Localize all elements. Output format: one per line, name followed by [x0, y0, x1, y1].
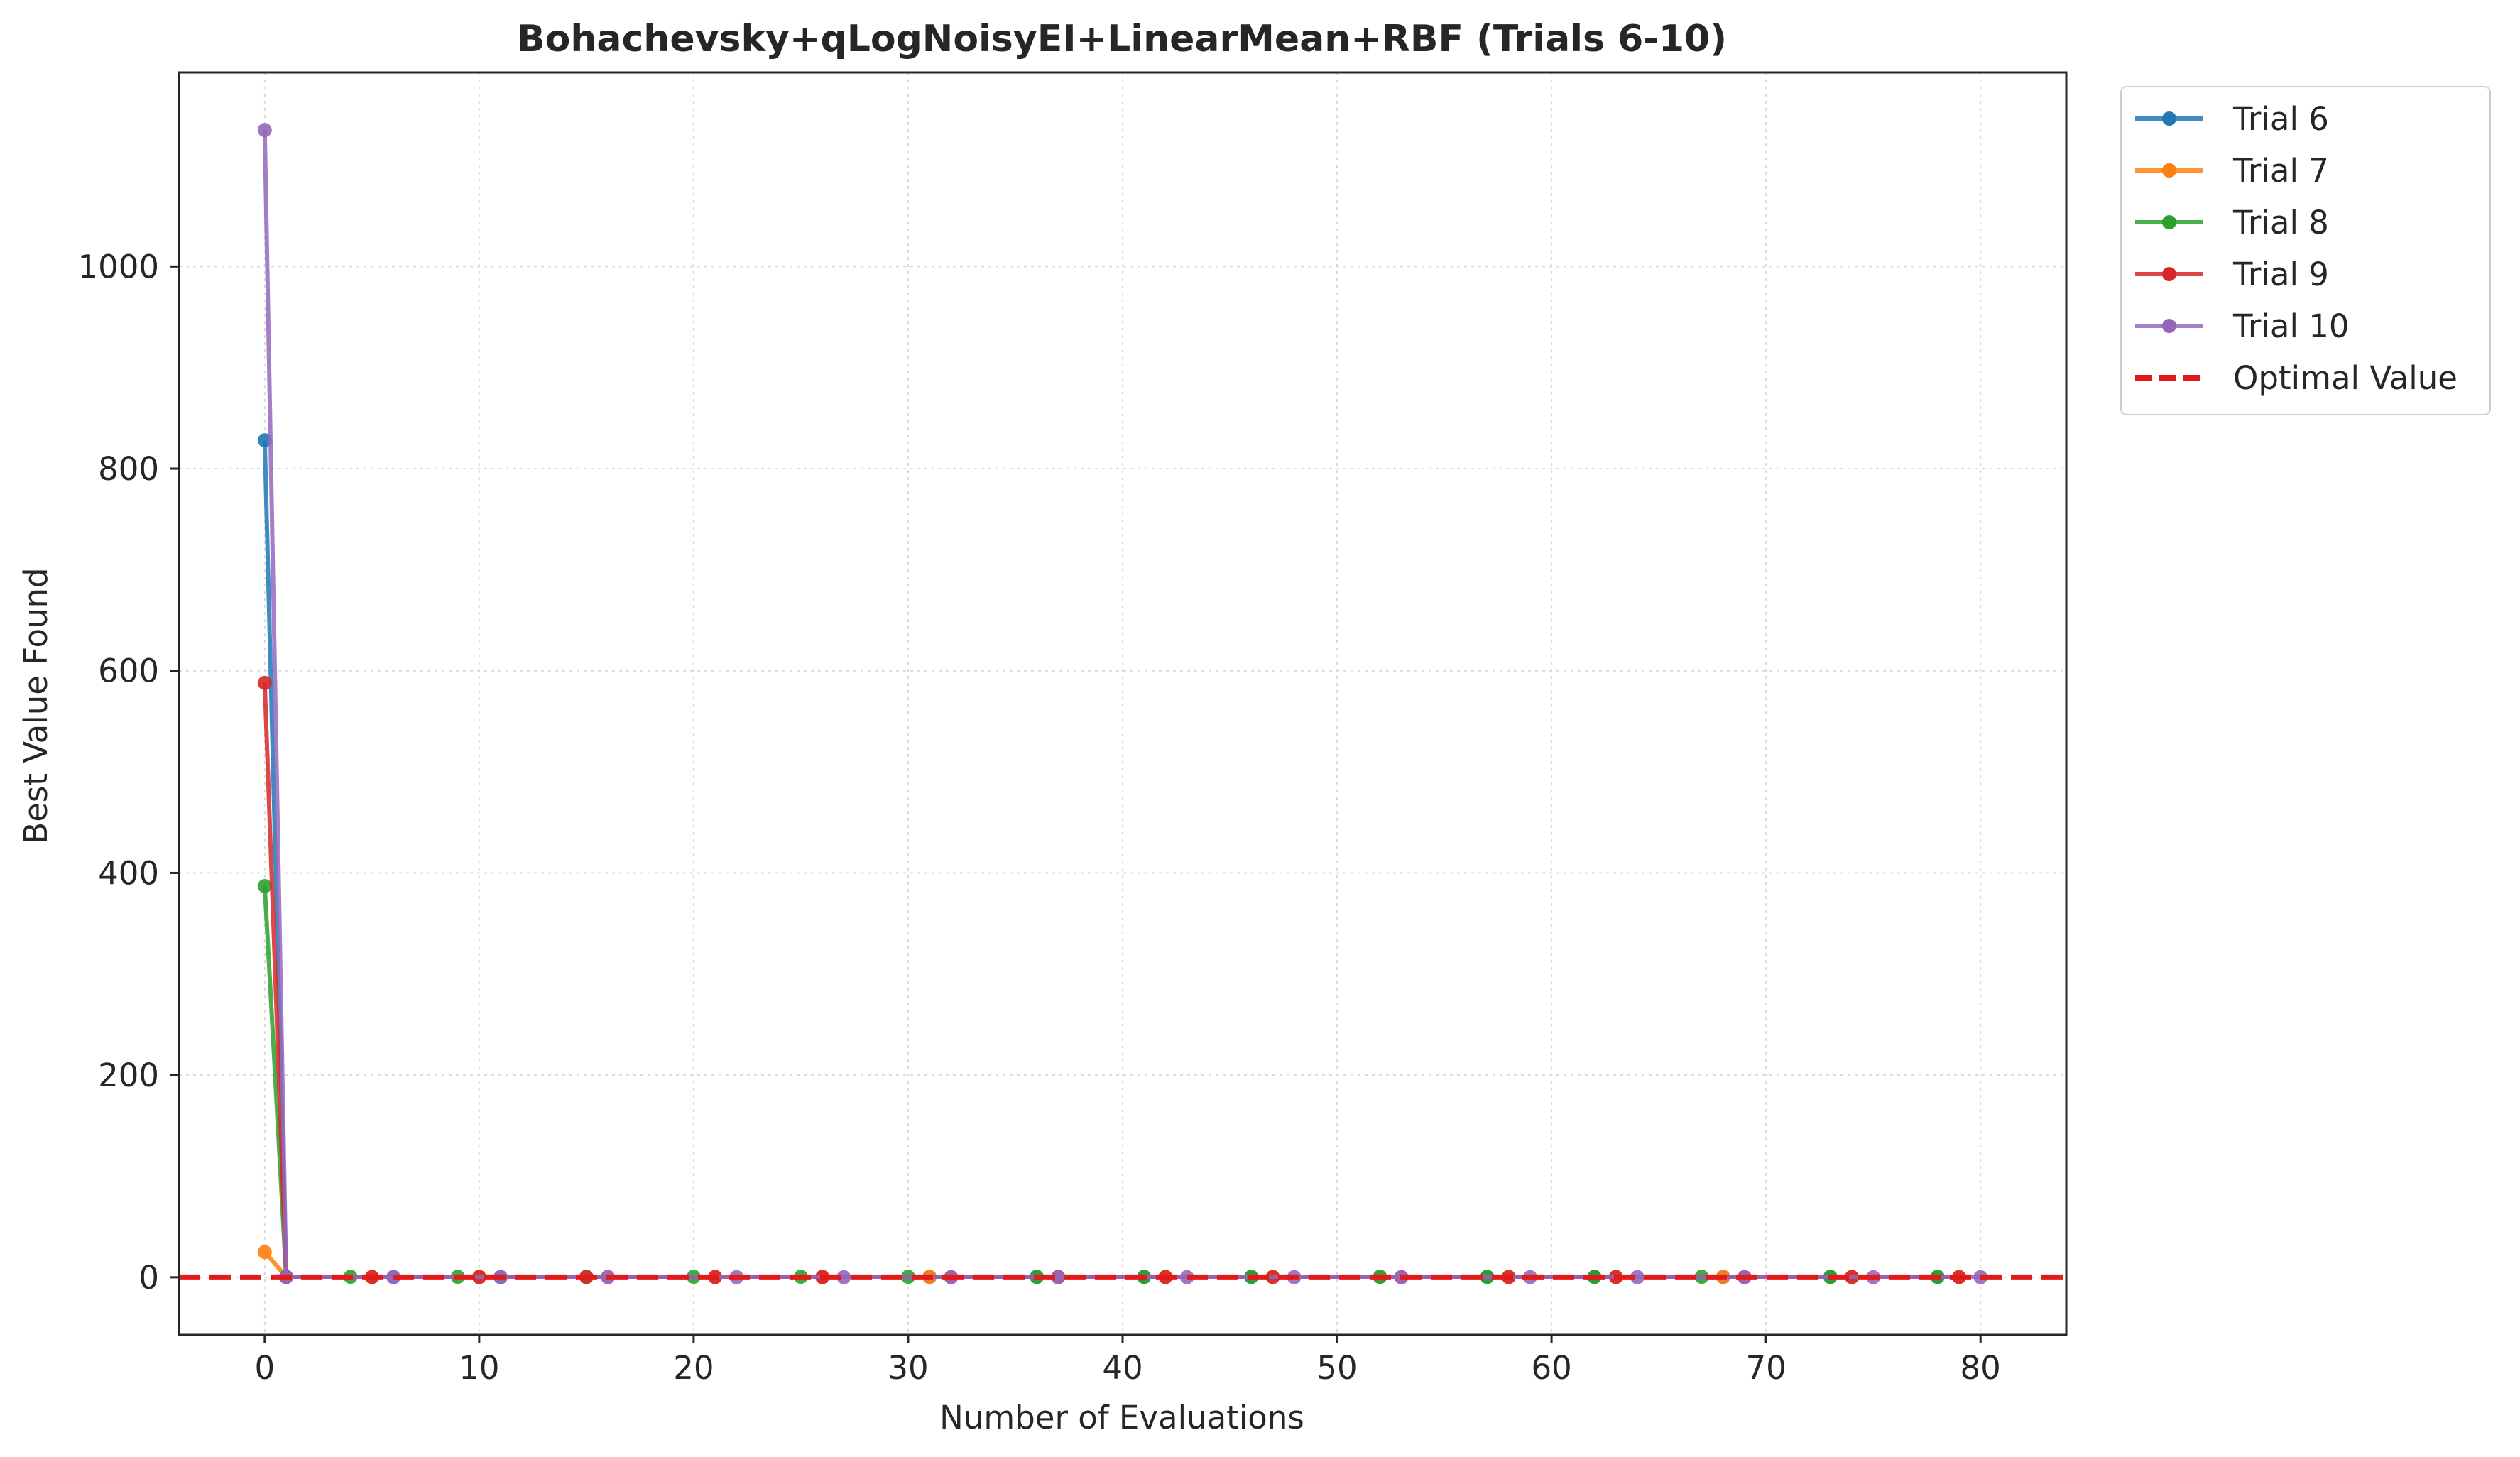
legend: Trial 6 Trial 7 Trial 8 Trial 9 Trial 10 Opti… — [2120, 86, 2491, 415]
legend-swatch-marker — [2162, 163, 2176, 178]
legend-box — [2120, 86, 2491, 415]
legend-swatch-marker — [2162, 267, 2176, 281]
x-tick-label: 60 — [1531, 1349, 1571, 1387]
legend-swatch-marker — [2162, 319, 2176, 333]
plot-lines — [179, 123, 2066, 1284]
series-trial-8-point — [257, 878, 272, 893]
x-tick-label: 30 — [888, 1349, 928, 1387]
y-tick-label: 1000 — [77, 248, 159, 285]
series-trial-7-point — [257, 1245, 272, 1260]
legend-item: Trial 8 — [2135, 204, 2329, 241]
series-trial-10-point — [257, 123, 272, 138]
x-tick-label: 50 — [1316, 1349, 1357, 1387]
series-trial-10-point — [836, 1270, 851, 1284]
x-tick-label: 40 — [1102, 1349, 1142, 1387]
legend-item: Trial 9 — [2135, 256, 2329, 293]
series-trial-6-point — [257, 433, 272, 448]
x-tick-label: 0 — [254, 1349, 275, 1387]
legend-label: Trial 9 — [2232, 256, 2329, 293]
legend-swatch-marker — [2162, 215, 2176, 229]
series-trial-10-point — [1630, 1270, 1644, 1284]
y-tick-label: 400 — [98, 854, 159, 892]
y-tick-label: 0 — [138, 1259, 159, 1297]
y-tick-label: 800 — [98, 450, 159, 488]
x-axis-label: Number of Evaluations — [939, 1399, 1304, 1436]
legend-item: Trial 6 — [2135, 100, 2329, 138]
legend-label: Trial 8 — [2232, 204, 2329, 241]
x-tick-label: 20 — [673, 1349, 714, 1387]
series-trial-9-point — [257, 675, 272, 690]
legend-item: Optimal Value — [2135, 359, 2458, 397]
y-tick-label: 200 — [98, 1057, 159, 1094]
legend-label: Trial 10 — [2232, 307, 2350, 345]
series-trial-10-point — [1051, 1270, 1066, 1284]
x-tick-label: 70 — [1746, 1349, 1787, 1387]
legend-item: Trial 7 — [2135, 152, 2329, 190]
x-tick-label: 10 — [459, 1349, 499, 1387]
legend-label: Optimal Value — [2233, 359, 2458, 397]
y-tick-label: 600 — [98, 653, 159, 690]
y-axis-label: Best Value Found — [17, 567, 55, 844]
legend-label: Trial 6 — [2232, 100, 2329, 138]
legend-item: Trial 10 — [2135, 307, 2350, 345]
x-tick-label: 80 — [1960, 1349, 2001, 1387]
legend-label: Trial 7 — [2232, 152, 2329, 190]
chart-title: Bohachevsky+qLogNoisyEI+LinearMean+RBF (… — [517, 18, 1727, 60]
legend-swatch-marker — [2162, 111, 2176, 126]
